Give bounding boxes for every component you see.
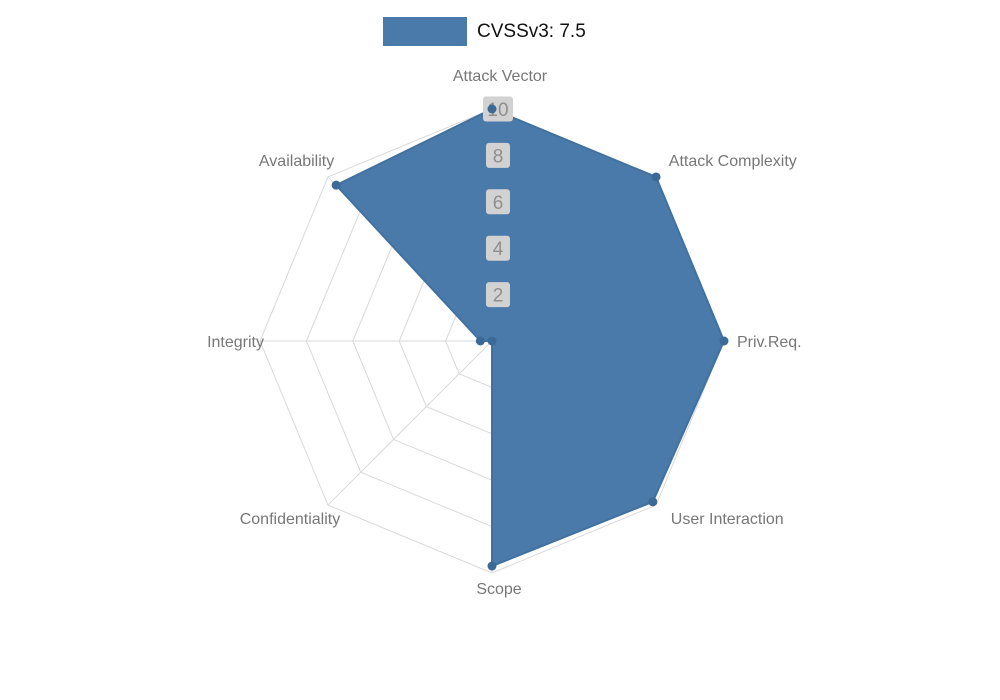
series-polygon bbox=[335, 108, 725, 568]
data-point-attack-complexity bbox=[651, 172, 661, 182]
data-point-confidentiality bbox=[487, 336, 497, 346]
radial-tick-box-8 bbox=[486, 142, 510, 168]
radial-tick-box-2 bbox=[486, 282, 510, 308]
axis-label-priv-req: Priv.Req. bbox=[737, 334, 802, 351]
legend[interactable]: CVSSv3: 7.5 bbox=[383, 17, 586, 46]
axis-label-scope: Scope bbox=[476, 581, 521, 598]
axis-label-integrity: Integrity bbox=[207, 334, 264, 351]
legend-label[interactable]: CVSSv3: 7.5 bbox=[477, 21, 586, 42]
radial-tick-box-4 bbox=[486, 235, 510, 261]
axis-label-attack-vector: Attack Vector bbox=[453, 68, 548, 85]
data-point-scope bbox=[487, 561, 497, 571]
data-point-attack-vector bbox=[487, 104, 497, 114]
radial-tick-label-2: 2 bbox=[493, 286, 504, 307]
grid-spoke-confidentiality bbox=[327, 340, 493, 506]
data-point-availability bbox=[331, 180, 341, 190]
legend-swatch[interactable] bbox=[383, 17, 467, 46]
axis-label-confidentiality: Confidentiality bbox=[240, 511, 341, 528]
axis-label-user-interaction: User Interaction bbox=[671, 511, 784, 528]
radial-tick-box-6 bbox=[486, 189, 510, 215]
data-point-priv-req bbox=[719, 336, 729, 346]
radial-tick-label-4: 4 bbox=[493, 239, 504, 260]
axis-label-attack-complexity: Attack Complexity bbox=[669, 153, 797, 170]
radial-tick-box-10 bbox=[483, 96, 513, 122]
data-point-user-interaction bbox=[648, 497, 658, 507]
radial-tick-label-8: 8 bbox=[493, 146, 504, 167]
radial-tick-label-6: 6 bbox=[493, 193, 504, 214]
data-point-integrity bbox=[475, 336, 485, 346]
axis-label-availability: Availability bbox=[259, 153, 334, 170]
